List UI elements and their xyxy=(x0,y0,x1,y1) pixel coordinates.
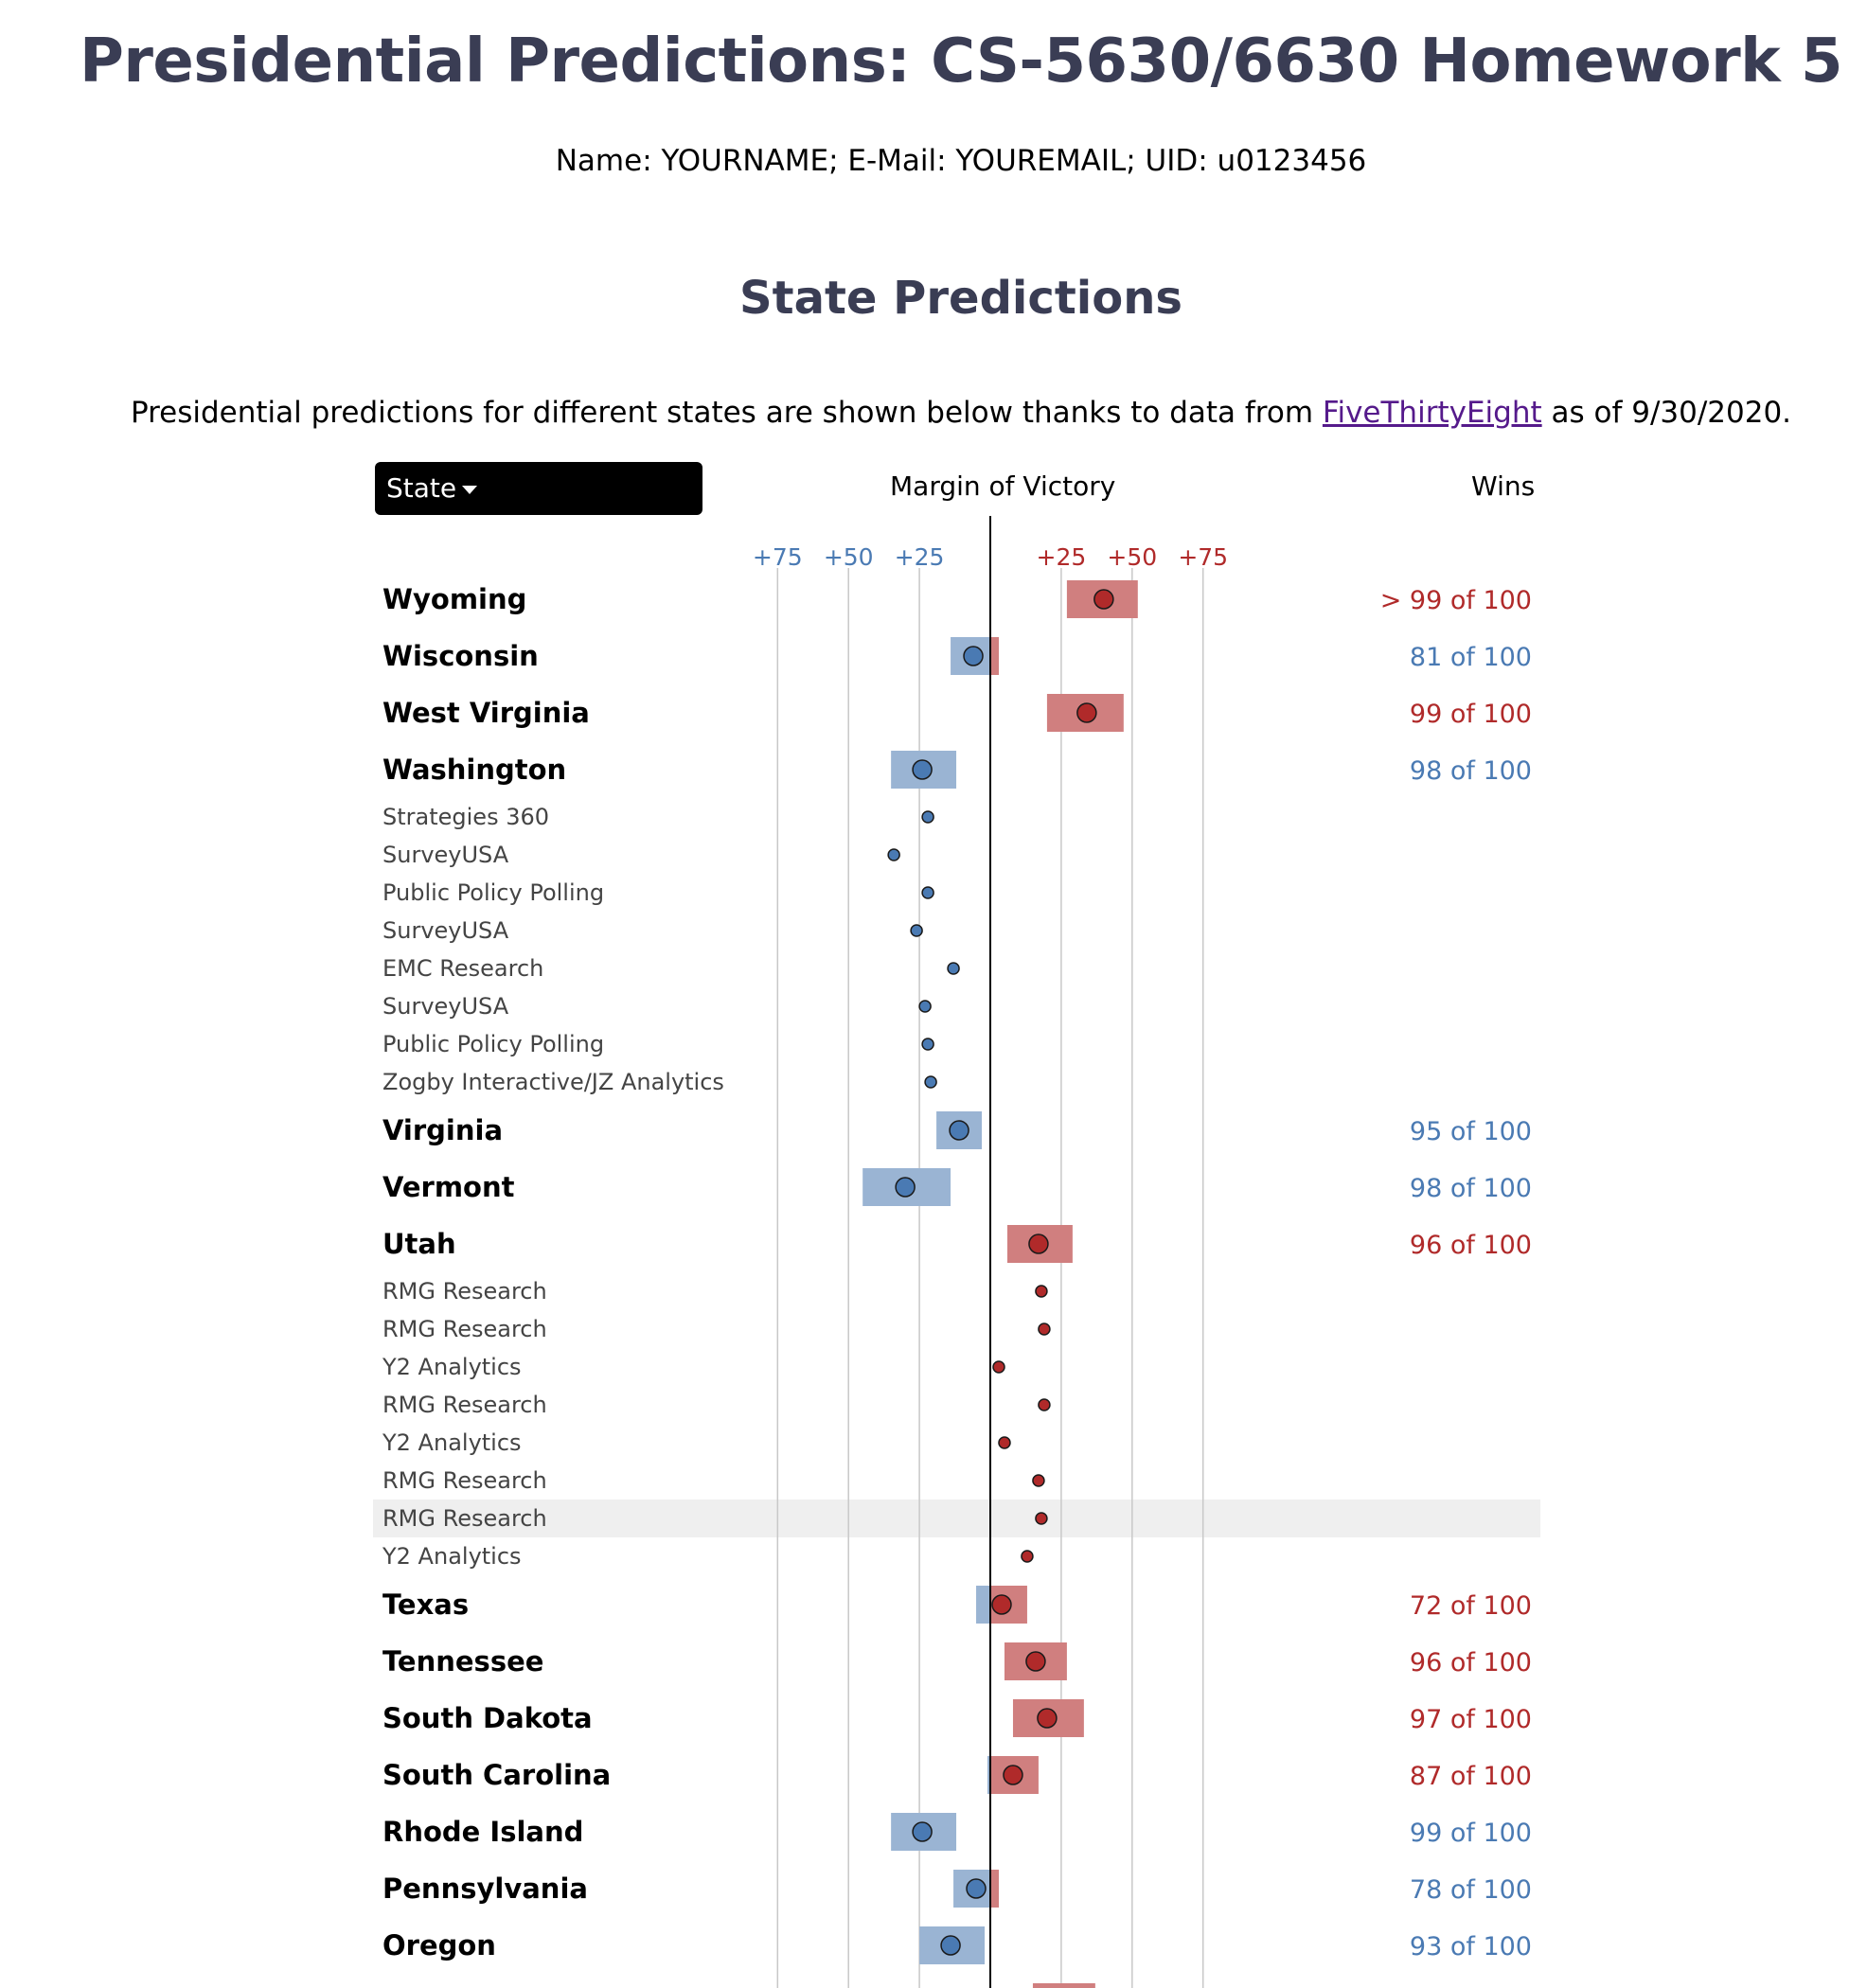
intro-after: as of 9/30/2020. xyxy=(1541,396,1792,430)
poll-label: RMG Research xyxy=(382,1392,547,1418)
poll-label: RMG Research xyxy=(382,1505,547,1532)
intro-text: Presidential predictions for different s… xyxy=(0,396,1867,430)
poll-margin-dot[interactable] xyxy=(1038,1322,1051,1336)
wins-value: 93 of 100 xyxy=(1410,1932,1532,1961)
range-band-rep xyxy=(990,1870,999,1908)
wins-value: 96 of 100 xyxy=(1410,1648,1532,1677)
range-band-dem xyxy=(987,1756,990,1794)
poll-margin-dot[interactable] xyxy=(992,1360,1005,1374)
page-title: Presidential Predictions: CS-5630/6630 H… xyxy=(79,27,1843,97)
poll-label: RMG Research xyxy=(382,1316,547,1342)
state-label[interactable]: Utah xyxy=(382,1228,456,1260)
poll-margin-dot[interactable] xyxy=(947,962,960,975)
section-title: State Predictions xyxy=(739,272,1182,325)
poll-label: Strategies 360 xyxy=(382,804,549,830)
tick-label: +25 xyxy=(1037,543,1087,571)
state-label[interactable]: Rhode Island xyxy=(382,1816,583,1848)
wins-value: 98 of 100 xyxy=(1410,1174,1532,1203)
state-label[interactable]: Vermont xyxy=(382,1171,515,1203)
state-margin-dot[interactable] xyxy=(1076,702,1097,723)
poll-margin-dot[interactable] xyxy=(1035,1285,1048,1298)
poll-margin-dot[interactable] xyxy=(887,848,900,861)
poll-margin-dot[interactable] xyxy=(998,1436,1011,1449)
state-margin-dot[interactable] xyxy=(991,1594,1012,1615)
poll-margin-dot[interactable] xyxy=(1032,1474,1045,1487)
poll-label: Y2 Analytics xyxy=(382,1354,522,1380)
state-sort-label: State xyxy=(386,472,457,504)
state-label[interactable]: South Dakota xyxy=(382,1702,593,1734)
poll-margin-dot[interactable] xyxy=(1021,1550,1034,1563)
poll-margin-dot[interactable] xyxy=(910,924,923,937)
wins-value: 87 of 100 xyxy=(1410,1762,1532,1791)
state-margin-dot[interactable] xyxy=(1094,589,1114,610)
state-label[interactable]: Wyoming xyxy=(382,583,526,615)
poll-margin-dot[interactable] xyxy=(921,886,934,899)
wins-value: 72 of 100 xyxy=(1410,1591,1532,1621)
state-margin-dot[interactable] xyxy=(949,1120,969,1141)
state-label[interactable]: Washington xyxy=(382,754,566,786)
poll-label: Public Policy Polling xyxy=(382,879,604,906)
poll-label: Y2 Analytics xyxy=(382,1429,522,1456)
poll-label: RMG Research xyxy=(382,1278,547,1305)
range-band-rep xyxy=(990,637,999,675)
state-label[interactable]: Virginia xyxy=(382,1114,503,1146)
state-label[interactable]: Wisconsin xyxy=(382,640,539,672)
wins-value: > 99 of 100 xyxy=(1380,586,1532,615)
range-band-rep xyxy=(1032,1983,1095,1988)
poll-label: EMC Research xyxy=(382,955,543,982)
poll-label: Zogby Interactive/JZ Analytics xyxy=(382,1069,724,1095)
state-sort-button[interactable]: State xyxy=(375,462,702,515)
highlighted-row-bg xyxy=(373,1500,1540,1537)
tick-label: +50 xyxy=(824,543,874,571)
range-band-dem xyxy=(976,1586,990,1624)
wins-value: 81 of 100 xyxy=(1410,643,1532,672)
poll-margin-dot[interactable] xyxy=(1035,1512,1048,1525)
poll-margin-dot[interactable] xyxy=(924,1075,937,1089)
state-margin-dot[interactable] xyxy=(940,1935,961,1956)
student-info: Name: YOURNAME; E-Mail: YOUREMAIL; UID: … xyxy=(555,144,1367,178)
poll-margin-dot[interactable] xyxy=(1038,1398,1051,1411)
wins-value: 98 of 100 xyxy=(1410,756,1532,786)
state-margin-dot[interactable] xyxy=(1037,1708,1058,1729)
state-margin-dot[interactable] xyxy=(966,1878,987,1899)
state-margin-dot[interactable] xyxy=(1028,1234,1049,1254)
state-label[interactable]: Texas xyxy=(382,1589,469,1621)
wins-value: 97 of 100 xyxy=(1410,1705,1532,1734)
tick-label: +50 xyxy=(1107,543,1157,571)
state-margin-dot[interactable] xyxy=(1003,1765,1023,1785)
wins-value: 96 of 100 xyxy=(1410,1231,1532,1260)
state-label[interactable]: Pennsylvania xyxy=(382,1873,588,1905)
state-margin-dot[interactable] xyxy=(912,759,933,780)
wins-header[interactable]: Wins xyxy=(1471,470,1536,502)
state-margin-dot[interactable] xyxy=(1025,1651,1046,1672)
wins-value: 99 of 100 xyxy=(1410,1819,1532,1848)
caret-down-icon xyxy=(462,485,478,494)
state-label[interactable]: West Virginia xyxy=(382,697,590,729)
intro-before: Presidential predictions for different s… xyxy=(130,396,1323,430)
wins-value: 78 of 100 xyxy=(1410,1875,1532,1905)
poll-margin-dot[interactable] xyxy=(918,1000,932,1013)
state-label[interactable]: Tennessee xyxy=(382,1645,543,1677)
poll-margin-dot[interactable] xyxy=(921,810,934,824)
state-margin-dot[interactable] xyxy=(963,646,984,666)
poll-label: RMG Research xyxy=(382,1467,547,1494)
wins-value: 95 of 100 xyxy=(1410,1117,1532,1146)
tick-label: +75 xyxy=(1178,543,1228,571)
poll-margin-dot[interactable] xyxy=(921,1038,934,1051)
wins-value: 99 of 100 xyxy=(1410,700,1532,729)
poll-label: SurveyUSA xyxy=(382,993,509,1020)
state-margin-dot[interactable] xyxy=(895,1177,916,1198)
poll-label: Y2 Analytics xyxy=(382,1543,522,1570)
fivethirtyeight-link[interactable]: FiveThirtyEight xyxy=(1322,396,1542,430)
margin-of-victory-header[interactable]: Margin of Victory xyxy=(890,470,1116,502)
state-label[interactable]: South Carolina xyxy=(382,1759,611,1791)
tick-label: +25 xyxy=(895,543,945,571)
poll-label: Public Policy Polling xyxy=(382,1031,604,1057)
poll-label: SurveyUSA xyxy=(382,917,509,944)
poll-label: SurveyUSA xyxy=(382,842,509,868)
state-margin-dot[interactable] xyxy=(912,1821,933,1842)
tick-label: +75 xyxy=(753,543,803,571)
state-label[interactable]: Oregon xyxy=(382,1929,496,1961)
